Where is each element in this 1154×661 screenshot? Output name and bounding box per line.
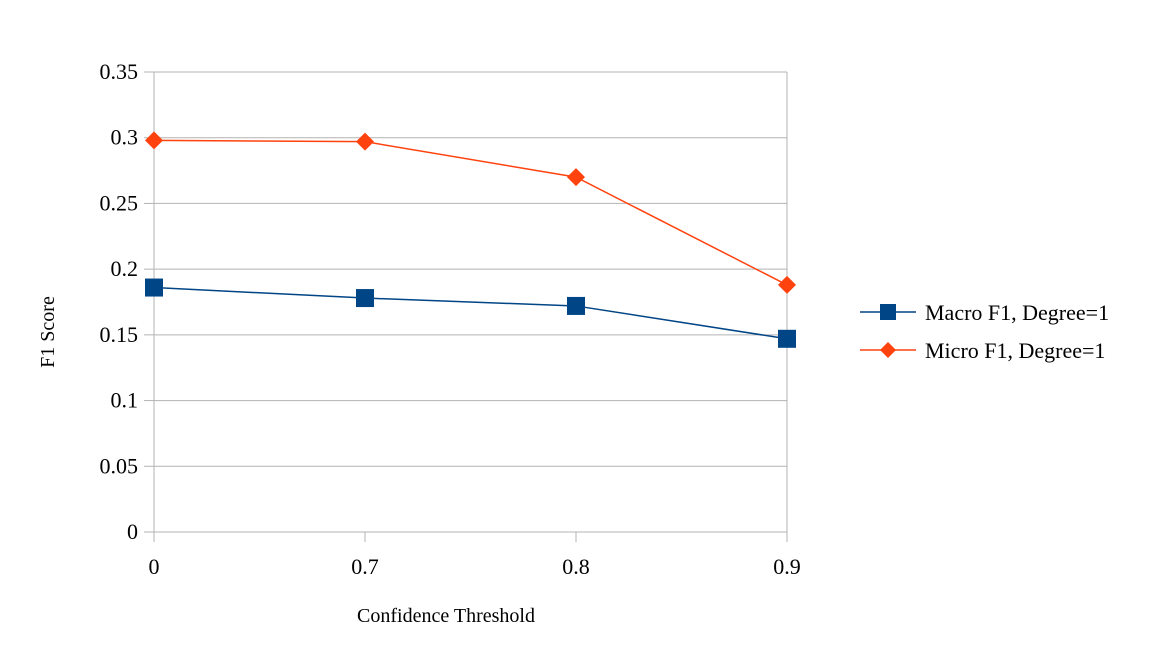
- data-point: [567, 296, 585, 315]
- x-axis-title: Confidence Threshold: [357, 605, 535, 627]
- gridlines: [154, 71, 787, 533]
- y-tick-label: 0.1: [111, 388, 139, 413]
- data-point: [145, 131, 163, 150]
- data-point: [778, 329, 796, 348]
- x-tick-label: 0.8: [562, 554, 590, 579]
- legend: Macro F1, Degree=1 Micro F1, Degree=1: [860, 300, 1109, 363]
- y-tick-label: 0.3: [111, 125, 139, 150]
- y-tick-label: 0: [127, 519, 138, 544]
- data-point: [356, 132, 374, 151]
- x-axis: 0 0.7 0.8 0.9: [149, 531, 801, 579]
- x-tick-label: 0: [149, 554, 160, 579]
- y-tick-label: 0.2: [111, 256, 139, 281]
- y-tick-label: 0.15: [100, 322, 139, 347]
- y-tick-label: 0.35: [100, 59, 139, 84]
- x-tick-label: 0.7: [351, 554, 379, 579]
- data-point: [567, 168, 585, 187]
- legend-marker: [880, 342, 896, 358]
- y-tick-label: 0.05: [100, 453, 139, 478]
- data-point: [356, 289, 374, 308]
- legend-label: Micro F1, Degree=1: [925, 338, 1105, 363]
- data-point: [778, 275, 796, 294]
- legend-label: Macro F1, Degree=1: [925, 300, 1109, 325]
- x-tick-label: 0.9: [773, 554, 801, 579]
- plot-series: [145, 131, 796, 348]
- y-axis: 0 0.05 0.1 0.15 0.2 0.25 0.3 0.35: [100, 59, 788, 544]
- legend-item: Micro F1, Degree=1: [860, 338, 1105, 363]
- legend-item: Macro F1, Degree=1: [860, 300, 1109, 325]
- series-line: [153, 286, 788, 340]
- data-point: [145, 278, 163, 297]
- y-tick-label: 0.25: [100, 190, 139, 215]
- series-line: [153, 139, 788, 286]
- y-axis-title: F1 Score: [37, 296, 59, 368]
- legend-marker: [880, 304, 896, 320]
